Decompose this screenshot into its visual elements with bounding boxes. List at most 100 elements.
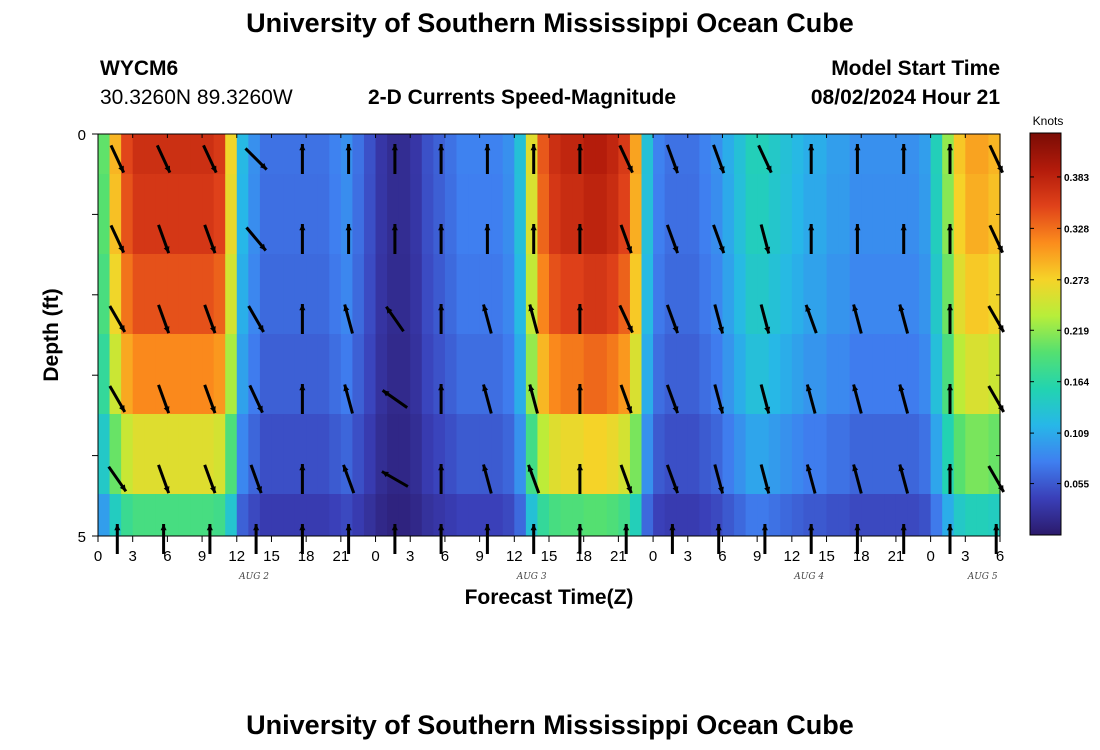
- heatmap-cell: [502, 174, 515, 254]
- station-coordinates: 30.3260N 89.3260W: [100, 86, 293, 109]
- current-arrow: [385, 305, 405, 333]
- arrow-head: [898, 384, 905, 392]
- arrow-head: [482, 464, 489, 472]
- heatmap-cell: [340, 414, 354, 494]
- heatmap-cell: [872, 254, 885, 334]
- heatmap-cell: [560, 134, 573, 174]
- heatmap-cell: [479, 334, 492, 414]
- heatmap-cell: [595, 254, 608, 334]
- heatmap-cell: [895, 134, 909, 174]
- current-arrow: [530, 524, 537, 554]
- colorbar-title: Knots: [1033, 114, 1064, 128]
- colorbar-tick-label: 0.328: [1064, 224, 1089, 235]
- current-arrow: [623, 524, 630, 554]
- current-arrow: [530, 224, 537, 254]
- current-arrow: [391, 144, 398, 174]
- heatmap-cell: [352, 494, 365, 536]
- arrow-head: [946, 224, 953, 231]
- heatmap-cell: [884, 174, 897, 254]
- current-arrow: [108, 305, 127, 333]
- heatmap-cell: [976, 334, 990, 414]
- heatmap-cell: [283, 494, 296, 536]
- heatmap-cell: [375, 334, 388, 414]
- heatmap-cell: [826, 254, 839, 334]
- heatmap-cell: [687, 414, 700, 494]
- heatmap-cell: [572, 414, 585, 494]
- heatmap-cell: [595, 174, 608, 254]
- heatmap-cell: [710, 254, 724, 334]
- arrow-head: [626, 406, 632, 414]
- heatmap-cell: [722, 414, 735, 494]
- heatmap-cell: [132, 494, 145, 536]
- colorbar-tick-label: 0.219: [1064, 326, 1089, 337]
- heatmap-cell: [814, 334, 828, 414]
- heatmap-cell: [699, 414, 712, 494]
- heatmap-cell: [202, 174, 215, 254]
- heatmap-cell: [780, 254, 793, 334]
- heatmap-cell: [306, 174, 319, 254]
- heatmap-cell: [572, 254, 585, 334]
- arrow-head: [718, 486, 724, 494]
- heatmap-cell: [895, 334, 909, 414]
- current-arrow: [987, 465, 1005, 493]
- heatmap-cell: [988, 414, 1001, 494]
- heatmap-cell: [433, 334, 446, 414]
- heatmap-cell: [456, 334, 469, 414]
- current-arrow: [804, 304, 818, 334]
- arrow-head: [163, 246, 170, 254]
- heatmap-cell: [109, 334, 122, 414]
- x-tick-label: 21: [888, 548, 905, 565]
- heatmap-cell: [225, 174, 238, 254]
- heatmap-cell: [641, 334, 654, 414]
- heatmap-cell: [363, 174, 377, 254]
- current-arrow: [108, 385, 127, 413]
- heatmap-cell: [167, 134, 180, 174]
- arrow-head: [854, 224, 861, 231]
- current-arrow: [619, 464, 633, 494]
- current-arrow: [160, 524, 167, 554]
- heatmap-cell: [838, 334, 851, 414]
- heatmap-cell: [734, 414, 747, 494]
- heatmap-cell: [907, 254, 920, 334]
- heatmap-cell: [294, 334, 307, 414]
- heatmap-cell: [757, 254, 770, 334]
- heatmap-cell: [629, 494, 643, 536]
- heatmap-cell: [549, 174, 562, 254]
- arrow-head: [482, 304, 489, 312]
- current-arrow: [530, 144, 537, 174]
- arrow-head: [438, 144, 445, 151]
- x-tick-label: 6: [718, 548, 726, 565]
- heatmap-cell: [144, 334, 157, 414]
- heatmap-cell: [872, 334, 885, 414]
- heatmap-cell: [595, 134, 608, 174]
- heatmap-cell: [514, 134, 527, 174]
- heatmap-cell: [884, 414, 897, 494]
- heatmap-cell: [202, 254, 215, 334]
- heatmap-cell: [722, 174, 735, 254]
- heatmap-cell: [98, 134, 111, 174]
- heatmap-cell: [421, 174, 434, 254]
- heatmap-cell: [444, 414, 458, 494]
- current-arrow: [900, 144, 907, 174]
- heatmap-cell: [826, 414, 839, 494]
- heatmap-cell: [907, 334, 920, 414]
- x-tick-label: 3: [129, 548, 137, 565]
- arrow-head: [119, 325, 125, 332]
- current-arrow: [759, 224, 771, 254]
- heatmap-cell: [537, 494, 550, 536]
- heatmap-cell: [791, 254, 805, 334]
- heatmap-cell: [317, 494, 330, 536]
- heatmap-cell: [907, 494, 920, 536]
- heatmap-cell: [502, 414, 515, 494]
- heatmap-cell: [780, 174, 793, 254]
- heatmap-cell: [375, 494, 388, 536]
- arrow-head: [576, 304, 583, 311]
- heatmap-cell: [225, 334, 238, 414]
- heatmap-cell: [398, 254, 411, 334]
- x-tick-label: 6: [996, 548, 1004, 565]
- current-arrow: [202, 144, 218, 174]
- heatmap-cell: [942, 134, 955, 174]
- arrow-head: [299, 224, 306, 231]
- heatmap-cell: [583, 414, 596, 494]
- current-arrow: [808, 144, 815, 174]
